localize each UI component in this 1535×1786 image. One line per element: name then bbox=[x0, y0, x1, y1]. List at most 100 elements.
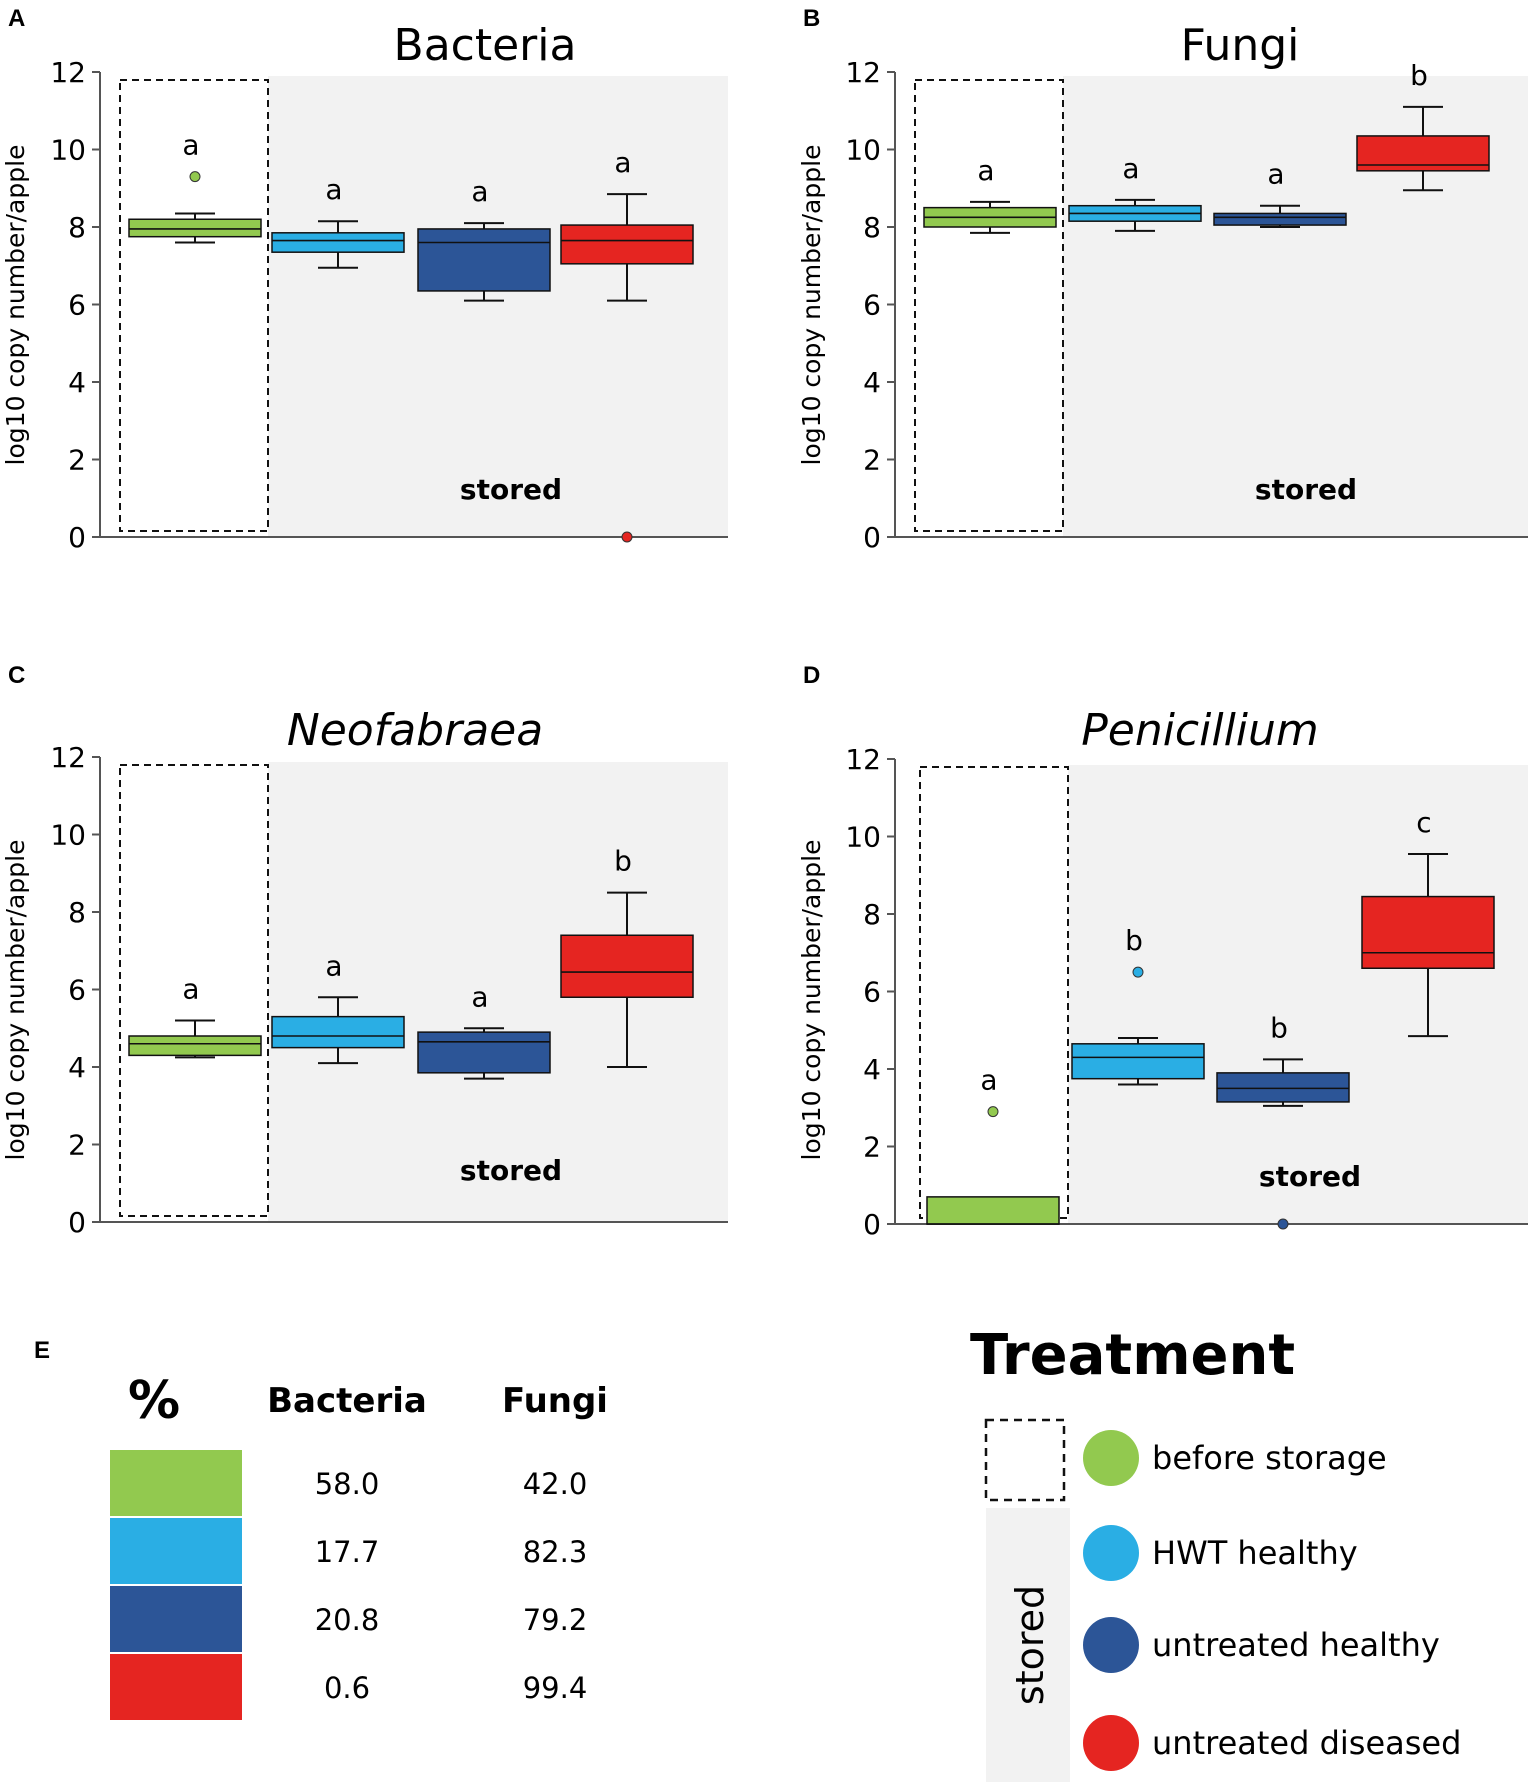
significance-letter: b bbox=[1410, 59, 1428, 92]
iqr-box bbox=[1361, 895, 1495, 969]
y-tick-label: 8 bbox=[863, 898, 881, 931]
legend-label: untreated healthy bbox=[1152, 1626, 1440, 1664]
significance-letter: c bbox=[1416, 806, 1431, 839]
y-tick-label: 2 bbox=[863, 1131, 881, 1164]
bacteria-value: 58.0 bbox=[315, 1467, 380, 1501]
boxplot-HWT-healthy: a bbox=[271, 173, 405, 269]
stored-background bbox=[1068, 765, 1528, 1224]
boxplots: a b b c bbox=[926, 806, 1495, 1230]
y-tick-label: 6 bbox=[68, 289, 86, 322]
y-axis-label: log10 copy number/apple bbox=[1, 145, 30, 466]
boxplots: a a a a bbox=[128, 129, 694, 543]
boxplot-untreated-diseased: b bbox=[560, 845, 694, 1068]
y-axis-label: log10 copy number/apple bbox=[1, 840, 30, 1161]
significance-letter: a bbox=[182, 129, 199, 162]
y-tick-label: 2 bbox=[68, 1129, 86, 1162]
treatment-legend: Treatment stored before storage HWT heal… bbox=[970, 1323, 1461, 1782]
panel-fungi: 0 2 4 6 8 10 12 a a a b Fungi log10 copy number/a… bbox=[797, 20, 1528, 554]
significance-letter: b bbox=[614, 845, 632, 878]
outlier-point bbox=[621, 531, 633, 543]
y-tick-label: 12 bbox=[845, 56, 881, 89]
iqr-box bbox=[560, 224, 694, 265]
significance-letter: a bbox=[977, 154, 994, 187]
significance-letter: a bbox=[1122, 152, 1139, 185]
boxplot-HWT-healthy: b bbox=[1071, 924, 1205, 1086]
y-tick-label: 6 bbox=[863, 289, 881, 322]
y-tick-label: 10 bbox=[50, 819, 86, 852]
stored-label: stored bbox=[1255, 473, 1357, 506]
y-tick-label: 12 bbox=[845, 743, 881, 776]
y-tick-label: 10 bbox=[845, 821, 881, 854]
fungi-value: 99.4 bbox=[523, 1671, 588, 1705]
legend-dot-before-storage bbox=[1083, 1430, 1139, 1486]
significance-letter: b bbox=[1125, 924, 1143, 957]
significance-letter: a bbox=[1267, 158, 1284, 191]
bacteria-value: 17.7 bbox=[315, 1535, 380, 1569]
before-storage-frame bbox=[119, 79, 269, 532]
y-tick-label: 12 bbox=[50, 741, 86, 774]
legend-label: before storage bbox=[1152, 1439, 1387, 1477]
boxplot-before-storage: a bbox=[128, 129, 262, 244]
stored-label: stored bbox=[460, 1154, 562, 1187]
before-storage-frame bbox=[119, 764, 269, 1217]
chart-title: Neofabraea bbox=[287, 705, 543, 756]
swatch-untreated-diseased bbox=[110, 1654, 242, 1720]
outlier-point bbox=[1132, 966, 1144, 978]
outlier-point bbox=[987, 1106, 999, 1118]
legend-stored-label: stored bbox=[1008, 1585, 1052, 1705]
boxplot-untreated-healthy: a bbox=[1213, 158, 1347, 228]
y-tick-label: 4 bbox=[863, 1053, 881, 1086]
legend-dot-untreated-healthy bbox=[1083, 1617, 1139, 1673]
iqr-box bbox=[417, 228, 551, 292]
significance-letter: b bbox=[1270, 1011, 1288, 1044]
before-storage-frame-key bbox=[984, 1418, 1066, 1502]
y-tick-label: 12 bbox=[50, 56, 86, 89]
iqr-box bbox=[926, 1196, 1060, 1225]
y-tick-label: 4 bbox=[68, 1051, 86, 1084]
y-tick-label: 6 bbox=[68, 974, 86, 1007]
panel-letter: A bbox=[8, 5, 25, 32]
y-tick-label: 4 bbox=[863, 366, 881, 399]
legend-dot-hwt-healthy bbox=[1083, 1525, 1139, 1581]
iqr-box bbox=[417, 1031, 551, 1074]
y-tick-label: 8 bbox=[68, 896, 86, 929]
significance-letter: a bbox=[325, 173, 342, 206]
y-tick-label: 4 bbox=[68, 366, 86, 399]
panel-letter: C bbox=[8, 662, 25, 689]
iqr-box bbox=[128, 218, 262, 238]
percent-header: % bbox=[128, 1371, 180, 1431]
legend-label: untreated diseased bbox=[1152, 1724, 1461, 1762]
swatch-before-storage bbox=[110, 1450, 242, 1516]
boxplot-untreated-diseased: c bbox=[1361, 806, 1495, 1038]
significance-letter: a bbox=[471, 175, 488, 208]
chart-title: Fungi bbox=[1181, 20, 1300, 71]
chart-title: Penicillium bbox=[1081, 705, 1319, 756]
significance-letter: a bbox=[980, 1064, 997, 1097]
boxplot-untreated-diseased: a bbox=[560, 146, 694, 543]
stored-background bbox=[268, 76, 728, 537]
significance-letter: a bbox=[182, 973, 199, 1006]
legend-label: HWT healthy bbox=[1152, 1534, 1358, 1572]
panel-bacteria: 0 2 4 6 8 10 12 a a a a Bacteria log10 copy numbe… bbox=[1, 20, 728, 554]
legend-title: Treatment bbox=[970, 1323, 1295, 1388]
iqr-box bbox=[560, 934, 694, 998]
iqr-box bbox=[271, 232, 405, 253]
fungi-header: Fungi bbox=[502, 1381, 608, 1421]
fungi-value: 82.3 bbox=[523, 1535, 588, 1569]
y-axis: 0 2 4 6 8 10 12 bbox=[50, 741, 728, 1239]
iqr-box bbox=[128, 1035, 262, 1057]
boxplot-untreated-healthy: a bbox=[417, 175, 551, 302]
y-tick-label: 0 bbox=[863, 1208, 881, 1241]
boxplots: a a a b bbox=[923, 59, 1490, 234]
boxplot-HWT-healthy: a bbox=[271, 949, 405, 1065]
bacteria-header: Bacteria bbox=[267, 1381, 427, 1421]
legend-dot-untreated-diseased bbox=[1083, 1715, 1139, 1771]
fungi-value: 42.0 bbox=[523, 1467, 588, 1501]
y-tick-label: 0 bbox=[68, 521, 86, 554]
y-tick-label: 10 bbox=[845, 134, 881, 167]
y-tick-label: 2 bbox=[863, 444, 881, 477]
panel-penicillium: 0 2 4 6 8 10 12 a b b c Penicillium log10 copy nu… bbox=[797, 705, 1528, 1241]
y-axis: 0 2 4 6 8 10 12 bbox=[845, 743, 1528, 1241]
stored-label: stored bbox=[460, 473, 562, 506]
panel-letter: D bbox=[803, 662, 820, 689]
